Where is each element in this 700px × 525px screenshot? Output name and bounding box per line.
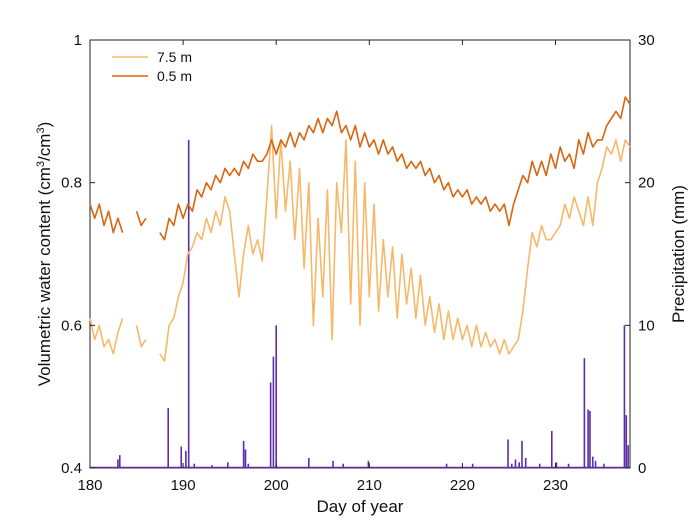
legend: 7.5 m 0.5 m [112,49,192,84]
series-line [159,124,631,362]
ylabel-left-sup1: 3 [35,161,47,167]
x-tick-label: 180 [77,477,102,494]
ylabel-left-part3: ) [35,122,54,128]
legend-label-shallow: 0.5 m [157,68,192,84]
y-left-tick-label: 1 [74,32,82,49]
y-right-tick-label: 10 [638,317,655,334]
x-axis-label: Day of year [317,497,404,516]
ylabel-left-part1: Volumetric water content (cm [35,167,54,386]
y-right-tick-label: 0 [638,460,646,477]
series-line [159,96,631,241]
y-left-tick-label: 0.6 [61,317,82,334]
series-0-5m [89,96,631,241]
x-tick-label: 210 [357,477,382,494]
y-left-tick-label: 0.4 [61,460,82,477]
ylabel-left-part2: /cm [35,134,54,161]
legend-label-deep: 7.5 m [157,49,192,65]
x-tick-label: 200 [264,477,289,494]
y-axis-label-left: Volumetric water content (cm3/cm3) [35,122,54,387]
x-tick-label: 220 [450,477,475,494]
plot-frame [89,39,631,469]
precip-series [90,139,630,469]
y-axis-label-right: Precipitation (mm) [669,185,688,323]
series-line [135,325,147,348]
series-line [89,203,124,234]
series-line [135,210,147,227]
x-tick-label: 230 [543,477,568,494]
y-left-tick-label: 0.8 [61,175,82,192]
series-7-5m [89,124,631,362]
y-right-tick-label: 30 [638,32,655,49]
series-layer [89,96,631,469]
x-tick-label: 190 [171,477,196,494]
series-line [89,317,124,355]
plot-area [89,39,631,469]
ylabel-left-sup2: 3 [35,127,47,133]
y-right-tick-label: 20 [638,175,655,192]
